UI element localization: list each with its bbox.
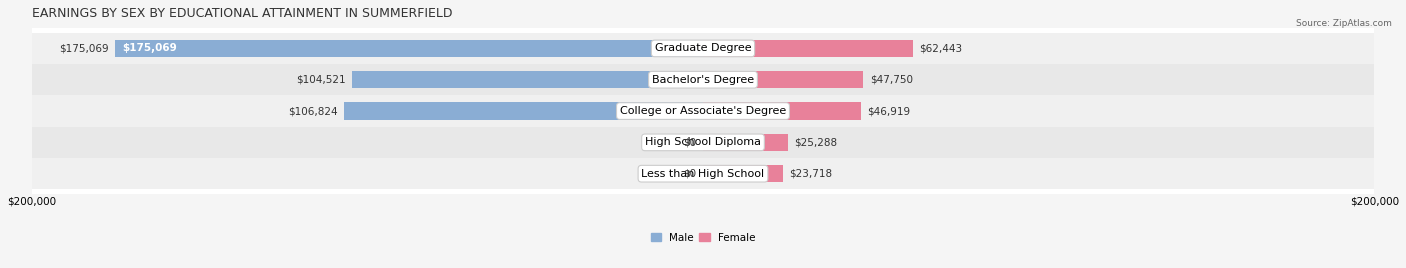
Text: $25,288: $25,288 <box>794 137 838 147</box>
Bar <box>703 71 863 88</box>
Bar <box>31 33 1375 64</box>
Bar <box>31 127 1375 158</box>
Text: $175,069: $175,069 <box>122 43 177 53</box>
Bar <box>31 158 1375 189</box>
Bar <box>31 64 1375 95</box>
Text: High School Diploma: High School Diploma <box>645 137 761 147</box>
Bar <box>703 165 783 182</box>
Text: Graduate Degree: Graduate Degree <box>655 43 751 53</box>
Text: $106,824: $106,824 <box>288 106 337 116</box>
Bar <box>344 102 703 120</box>
Text: Less than High School: Less than High School <box>641 169 765 179</box>
Legend: Male, Female: Male, Female <box>647 229 759 247</box>
Text: Bachelor's Degree: Bachelor's Degree <box>652 75 754 85</box>
Text: College or Associate's Degree: College or Associate's Degree <box>620 106 786 116</box>
Text: $175,069: $175,069 <box>59 43 108 53</box>
Text: Source: ZipAtlas.com: Source: ZipAtlas.com <box>1296 19 1392 28</box>
Text: $23,718: $23,718 <box>789 169 832 179</box>
Bar <box>115 40 703 57</box>
Bar <box>703 102 860 120</box>
Text: $47,750: $47,750 <box>870 75 912 85</box>
Text: $62,443: $62,443 <box>920 43 963 53</box>
Bar <box>31 95 1375 127</box>
Text: EARNINGS BY SEX BY EDUCATIONAL ATTAINMENT IN SUMMERFIELD: EARNINGS BY SEX BY EDUCATIONAL ATTAINMEN… <box>31 7 451 20</box>
Text: $0: $0 <box>683 137 696 147</box>
Text: $0: $0 <box>683 169 696 179</box>
Bar <box>703 134 787 151</box>
Text: $104,521: $104,521 <box>295 75 346 85</box>
Bar <box>703 40 912 57</box>
Bar <box>352 71 703 88</box>
Text: $46,919: $46,919 <box>868 106 910 116</box>
